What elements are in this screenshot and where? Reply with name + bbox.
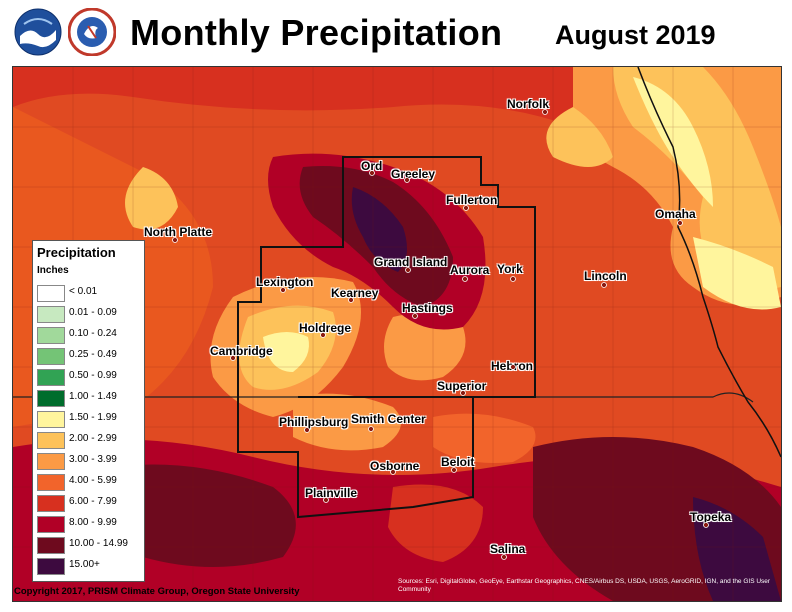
legend-swatch [37, 516, 65, 533]
legend-label: 1.00 - 1.49 [69, 391, 117, 402]
legend-item: 2.00 - 2.99 [37, 432, 141, 450]
legend: Precipitation Inches < 0.01 0.01 - 0.09 0.… [32, 240, 145, 582]
city-label-hebron: Hebron [491, 359, 533, 373]
legend-item: 15.00+ [37, 558, 141, 576]
city-label-omaha: Omaha [655, 207, 696, 221]
legend-swatch [37, 474, 65, 491]
legend-label: 4.00 - 5.99 [69, 475, 117, 486]
city-label-smith-center: Smith Center [351, 412, 426, 426]
legend-item: 10.00 - 14.99 [37, 537, 141, 555]
city-label-phillipsburg: Phillipsburg [279, 415, 348, 429]
city-label-topeka: Topeka [690, 510, 731, 524]
legend-label: 0.01 - 0.09 [69, 307, 117, 318]
legend-label: 6.00 - 7.99 [69, 496, 117, 507]
legend-units: Inches [37, 265, 69, 276]
city-label-hastings: Hastings [402, 301, 453, 315]
city-label-holdrege: Holdrege [299, 321, 351, 335]
legend-swatch [37, 285, 65, 302]
legend-item: 6.00 - 7.99 [37, 495, 141, 513]
legend-item: 1.00 - 1.49 [37, 390, 141, 408]
legend-label: 0.10 - 0.24 [69, 328, 117, 339]
legend-swatch [37, 348, 65, 365]
city-label-norfolk: Norfolk [507, 97, 549, 111]
legend-item: < 0.01 [37, 285, 141, 303]
city-label-lexington: Lexington [256, 275, 313, 289]
legend-label: 2.00 - 2.99 [69, 433, 117, 444]
legend-swatch [37, 432, 65, 449]
legend-swatch [37, 453, 65, 470]
legend-label: < 0.01 [69, 286, 97, 297]
legend-label: 10.00 - 14.99 [69, 538, 128, 549]
legend-swatch [37, 495, 65, 512]
city-label-beloit: Beloit [441, 455, 474, 469]
city-label-lincoln: Lincoln [584, 269, 627, 283]
page-title: Monthly Precipitation [130, 12, 502, 54]
legend-swatch [37, 306, 65, 323]
legend-item: 1.50 - 1.99 [37, 411, 141, 429]
city-label-aurora: Aurora [450, 263, 489, 277]
city-label-greeley: Greeley [391, 167, 435, 181]
city-label-fullerton: Fullerton [446, 193, 497, 207]
legend-swatch [37, 369, 65, 386]
city-label-plainville: Plainville [305, 486, 357, 500]
legend-item: 3.00 - 3.99 [37, 453, 141, 471]
legend-item: 4.00 - 5.99 [37, 474, 141, 492]
legend-label: 3.00 - 3.99 [69, 454, 117, 465]
noaa-logo-icon [14, 8, 62, 56]
legend-label: 8.00 - 9.99 [69, 517, 117, 528]
city-label-cambridge: Cambridge [210, 344, 273, 358]
city-label-kearney: Kearney [331, 286, 378, 300]
legend-swatch [37, 327, 65, 344]
legend-label: 0.50 - 0.99 [69, 370, 117, 381]
city-label-grand-island: Grand Island [374, 255, 447, 269]
city-label-ord: Ord [361, 159, 382, 173]
map-sources: Sources: Esri, DigitalGlobe, GeoEye, Ear… [398, 578, 778, 594]
city-label-salina: Salina [490, 542, 525, 556]
legend-label: 0.25 - 0.49 [69, 349, 117, 360]
legend-swatch [37, 411, 65, 428]
city-label-north-platte: North Platte [144, 225, 212, 239]
legend-item: 0.25 - 0.49 [37, 348, 141, 366]
legend-item: 8.00 - 9.99 [37, 516, 141, 534]
legend-swatch [37, 537, 65, 554]
legend-item: 0.10 - 0.24 [37, 327, 141, 345]
city-label-osborne: Osborne [370, 459, 419, 473]
legend-label: 1.50 - 1.99 [69, 412, 117, 423]
header: Monthly Precipitation August 2019 [0, 0, 792, 64]
copyright-credit: Copyright 2017, PRISM Climate Group, Ore… [14, 586, 300, 597]
period-label: August 2019 [555, 20, 716, 51]
legend-swatch [37, 558, 65, 575]
legend-item: 0.01 - 0.09 [37, 306, 141, 324]
nws-logo-icon [68, 8, 116, 56]
city-label-superior: Superior [437, 379, 486, 393]
legend-swatch [37, 390, 65, 407]
city-label-york: York [497, 262, 523, 276]
legend-item: 0.50 - 0.99 [37, 369, 141, 387]
legend-title: Precipitation [37, 245, 116, 260]
legend-label: 15.00+ [69, 559, 100, 570]
